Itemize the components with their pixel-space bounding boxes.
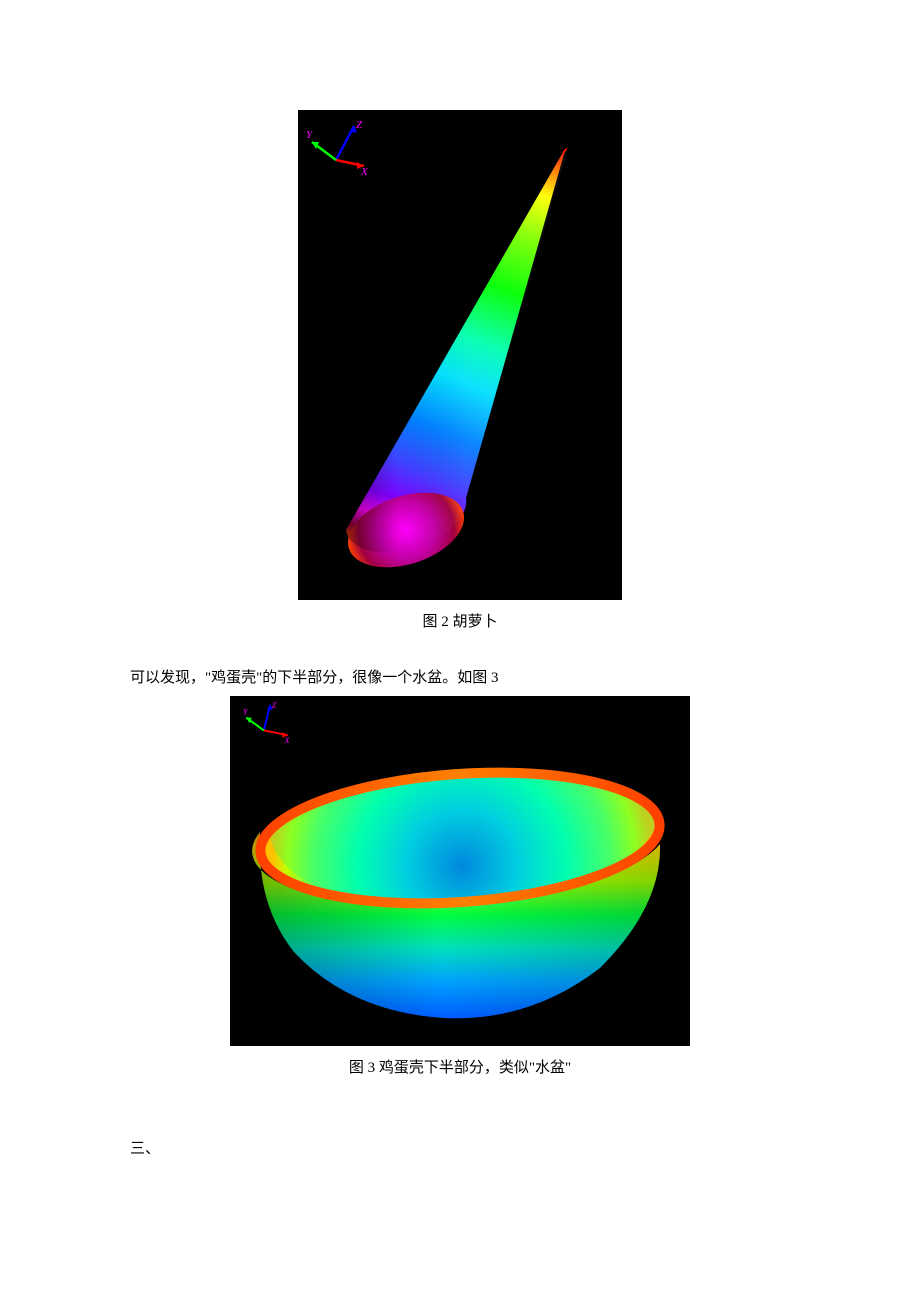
- axis-triad-icon: Z X Y: [306, 118, 376, 178]
- svg-text:X: X: [360, 166, 369, 178]
- paragraph-text: 可以发现，"鸡蛋壳"的下半部分，很像一个水盆。如图 3: [130, 667, 790, 690]
- section-heading: 三、: [130, 1137, 790, 1158]
- figure-2-svg: [298, 110, 622, 600]
- figure-3-caption: 图 3 鸡蛋壳下半部分，类似"水盆": [130, 1056, 790, 1077]
- svg-text:Y: Y: [243, 707, 249, 716]
- figure-2-image: Z X Y: [298, 110, 622, 600]
- figure-3-block: Z X Y 图 3 鸡蛋壳下半部分，类似"水盆": [130, 696, 790, 1077]
- axis-triad-icon: Z X Y: [240, 700, 302, 748]
- figure-2-block: Z X Y 图 2 胡萝卜: [130, 110, 790, 631]
- figure-3-image: Z X Y: [230, 696, 690, 1046]
- svg-text:Z: Z: [356, 119, 363, 131]
- svg-text:Y: Y: [306, 129, 314, 141]
- figure-2-caption: 图 2 胡萝卜: [130, 610, 790, 631]
- figure-3-svg: [230, 696, 690, 1046]
- svg-text:Z: Z: [272, 701, 277, 710]
- svg-text:X: X: [284, 736, 291, 745]
